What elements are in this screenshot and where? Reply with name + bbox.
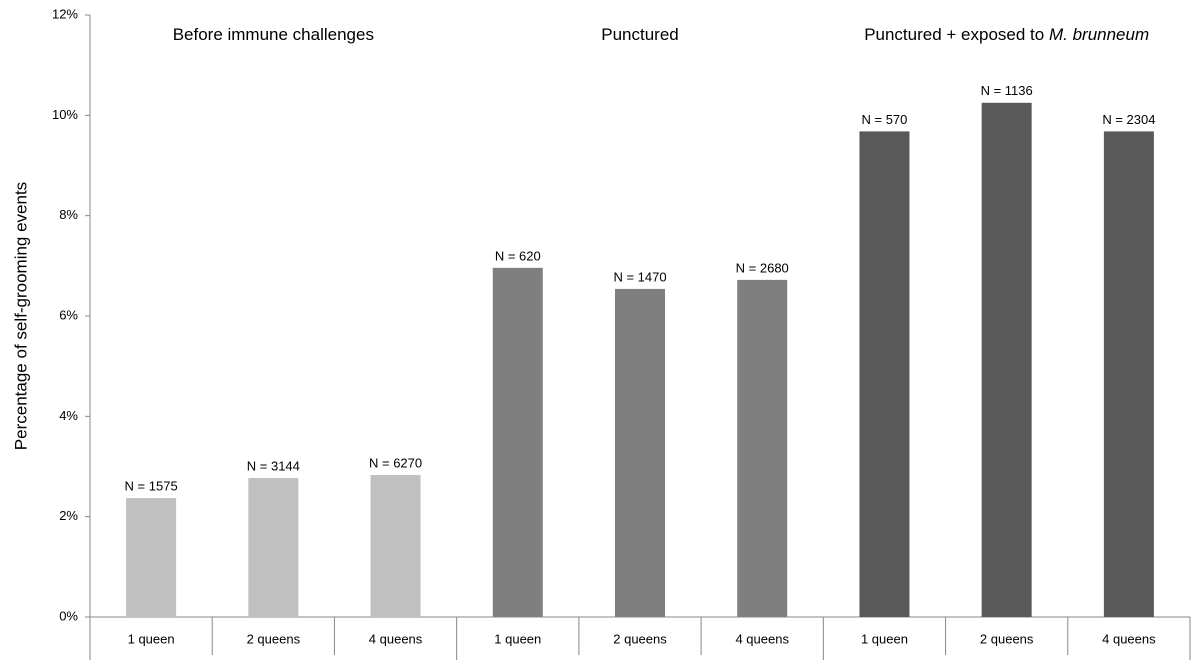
- n-label: N = 6270: [369, 455, 422, 470]
- n-label: N = 3144: [247, 458, 300, 473]
- x-tick-label: 4 queens: [1102, 631, 1156, 646]
- n-label: N = 620: [495, 248, 541, 263]
- group-label-italic: M. brunneum: [1049, 25, 1149, 44]
- group-label-text: Punctured: [601, 25, 679, 44]
- y-tick-label: 12%: [52, 6, 78, 21]
- y-tick-label: 6%: [59, 307, 78, 322]
- x-tick-label: 2 queens: [613, 631, 667, 646]
- y-tick-label: 10%: [52, 107, 78, 122]
- x-tick-label: 4 queens: [735, 631, 789, 646]
- bar: [737, 279, 788, 617]
- n-label: N = 2304: [1102, 112, 1155, 127]
- x-tick-label: 1 queen: [128, 631, 175, 646]
- y-tick-label: 4%: [59, 408, 78, 423]
- bar: [492, 267, 543, 617]
- n-label: N = 1575: [125, 479, 178, 494]
- group-label: Before immune challenges: [173, 25, 374, 44]
- group-label: Punctured + exposed to M. brunneum: [864, 25, 1149, 44]
- bar: [615, 288, 665, 617]
- x-tick-label: 2 queens: [980, 631, 1034, 646]
- bar: [1103, 131, 1154, 618]
- n-label: N = 1470: [613, 269, 666, 284]
- x-tick-label: 1 queen: [494, 631, 541, 646]
- n-label: N = 2680: [736, 260, 789, 275]
- x-tick-label: 1 queen: [861, 631, 908, 646]
- y-tick-label: 2%: [59, 508, 78, 523]
- n-label: N = 1136: [981, 83, 1033, 98]
- n-label: N = 570: [861, 112, 907, 127]
- bar: [981, 102, 1032, 617]
- x-tick-label: 4 queens: [369, 631, 423, 646]
- y-tick-label: 8%: [59, 207, 78, 222]
- bar: [126, 498, 177, 617]
- group-label: Punctured: [601, 25, 679, 44]
- bar: [370, 475, 421, 617]
- group-label-text: Punctured + exposed to: [864, 25, 1049, 44]
- y-axis-label: Percentage of self-grooming events: [11, 182, 30, 450]
- group-label-text: Before immune challenges: [173, 25, 374, 44]
- x-tick-label: 2 queens: [247, 631, 301, 646]
- bar: [248, 478, 299, 617]
- bar: [859, 131, 910, 618]
- y-tick-label: 0%: [59, 608, 78, 623]
